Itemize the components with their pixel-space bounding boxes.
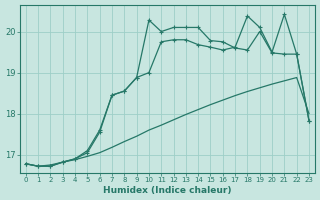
X-axis label: Humidex (Indice chaleur): Humidex (Indice chaleur) [103, 186, 232, 195]
